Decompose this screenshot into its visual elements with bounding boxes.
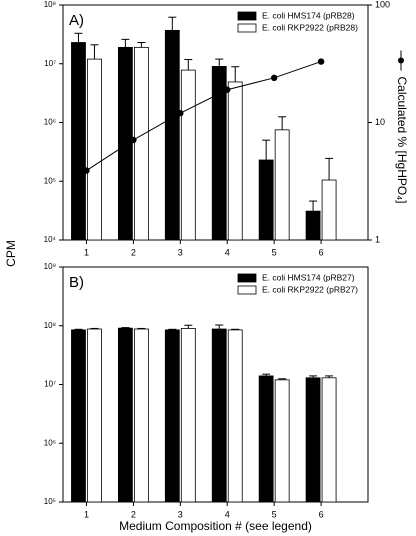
y-tick-label: 10⁷	[44, 380, 56, 389]
bar	[305, 210, 321, 241]
bar	[133, 328, 149, 503]
x-tick-label: 2	[131, 247, 136, 257]
panel-title: A)	[69, 12, 84, 29]
line-point	[270, 74, 278, 82]
x-tick-label: 6	[319, 509, 324, 519]
bar	[117, 327, 133, 503]
y-tick-label: 10⁸	[44, 0, 56, 9]
bar	[211, 328, 227, 503]
legend-swatch	[237, 11, 257, 21]
bar	[133, 46, 149, 241]
y-tick-label: 10⁵	[44, 497, 56, 506]
legend-swatch	[237, 273, 257, 283]
line-point	[83, 167, 90, 174]
legend-swatch	[237, 285, 257, 295]
y-tick-label: 10⁹	[44, 262, 56, 271]
bar	[227, 81, 243, 241]
x-axis-label: Medium Composition # (see legend)	[119, 519, 312, 533]
bar	[321, 179, 337, 241]
y2-tick-label: 10	[375, 117, 385, 127]
y-tick-label: 10⁶	[44, 438, 56, 447]
bar	[71, 329, 86, 503]
y-tick-label: 10⁶	[44, 118, 56, 127]
bar	[258, 159, 274, 241]
x-tick-label: 5	[272, 247, 277, 257]
y2-tick-label: 100	[375, 0, 390, 9]
bar	[180, 69, 196, 241]
line-point	[130, 136, 137, 144]
line-point	[177, 109, 184, 117]
y-tick-label: 10⁷	[44, 59, 56, 68]
x-tick-label: 2	[131, 509, 136, 519]
bar	[164, 29, 180, 241]
y2-axis-label: Calculated % [HgHPO₄]	[395, 77, 409, 204]
x-tick-label: 1	[84, 509, 89, 519]
panel-title: B)	[69, 274, 84, 291]
x-tick-label: 3	[178, 509, 183, 519]
x-tick-label: 4	[225, 509, 230, 519]
legend-label: E. coli RKP2922 (pRB27)	[262, 284, 358, 294]
line-point	[317, 58, 325, 65]
y2-label-group: Calculated % [HgHPO₄]	[395, 50, 409, 204]
y-axis-label: CPM	[4, 240, 18, 267]
y-tick-label: 10⁵	[44, 176, 56, 185]
bar	[117, 46, 133, 241]
x-tick-label: 1	[84, 247, 89, 257]
bar	[321, 377, 337, 503]
bar	[305, 377, 321, 503]
y-tick-label: 10⁸	[44, 321, 56, 330]
bar	[87, 58, 102, 241]
y2-label-dot	[398, 57, 404, 64]
bar	[211, 66, 227, 241]
y-tick-label: 10⁴	[44, 235, 57, 244]
bar	[180, 328, 196, 503]
x-tick-label: 3	[178, 247, 183, 257]
legend-label: E. coli HMS174 (pRB27)	[262, 272, 355, 282]
legend-label: E. coli RKP2922 (pRB28)	[262, 22, 358, 32]
legend-label: E. coli HMS174 (pRB28)	[262, 10, 355, 20]
bar	[258, 375, 274, 503]
bar	[274, 129, 290, 241]
bar	[87, 328, 102, 503]
y2-tick-label: 1	[375, 234, 380, 244]
bar	[164, 329, 180, 503]
x-tick-label: 5	[272, 509, 277, 519]
line	[86, 61, 322, 171]
x-tick-label: 6	[319, 247, 324, 257]
x-tick-label: 4	[225, 247, 230, 257]
bar	[274, 379, 290, 503]
line-point	[224, 86, 231, 93]
legend-swatch	[237, 23, 257, 33]
bar	[227, 329, 243, 503]
bar	[71, 42, 86, 241]
